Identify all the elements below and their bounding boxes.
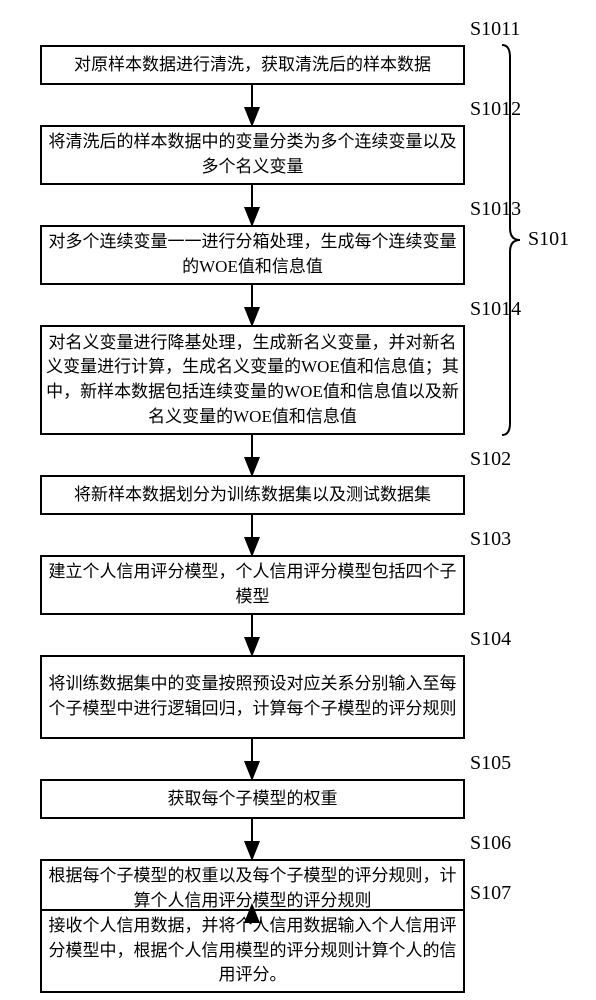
flow-step-s105: 获取每个子模型的权重 bbox=[40, 779, 465, 819]
flow-step-s1014: 对名义变量进行降基处理，生成新名义变量，并对新名义变量进行计算，生成名义变量的W… bbox=[40, 325, 465, 435]
flow-step-s104: 将训练数据集中的变量按照预设对应关系分别输入至每个子模型中进行逻辑回归，计算每个… bbox=[40, 655, 465, 739]
flow-step-s1011: 对原样本数据进行清洗，获取清洗后的样本数据 bbox=[40, 45, 465, 85]
flow-step-text: 获取每个子模型的权重 bbox=[42, 787, 463, 812]
flow-step-text: 根据每个子模型的权重以及每个子模型的评分规则，计算个人信用评分模型的评分规则 bbox=[42, 864, 463, 913]
flow-step-label-s105: S105 bbox=[470, 752, 511, 775]
flow-step-s107: 接收个人信用数据，并将个人信用数据输入个人信用评分模型中，根据个人信用模型的评分… bbox=[40, 909, 465, 993]
flow-step-label-s1013: S1013 bbox=[470, 198, 521, 221]
flow-group-label: S101 bbox=[528, 228, 569, 251]
flow-step-text: 对多个连续变量一一进行分箱处理，生成每个连续变量的WOE值和信息值 bbox=[42, 230, 463, 279]
flow-step-s103: 建立个人信用评分模型，个人信用评分模型包括四个子模型 bbox=[40, 555, 465, 615]
flow-step-text: 建立个人信用评分模型，个人信用评分模型包括四个子模型 bbox=[42, 560, 463, 609]
flow-step-label-s1011: S1011 bbox=[470, 18, 520, 41]
flow-step-label-s102: S102 bbox=[470, 448, 511, 471]
flow-step-label-s104: S104 bbox=[470, 628, 511, 651]
flow-step-s1013: 对多个连续变量一一进行分箱处理，生成每个连续变量的WOE值和信息值 bbox=[40, 225, 465, 285]
flow-step-label-s107: S107 bbox=[470, 882, 511, 905]
flow-step-label-s1012: S1012 bbox=[470, 98, 521, 121]
flow-step-label-s1014: S1014 bbox=[470, 298, 521, 321]
flow-step-s1012: 将清洗后的样本数据中的变量分类为多个连续变量以及多个名义变量 bbox=[40, 125, 465, 185]
flow-step-text: 对名义变量进行降基处理，生成新名义变量，并对新名义变量进行计算，生成名义变量的W… bbox=[42, 331, 463, 430]
flow-step-s102: 将新样本数据划分为训练数据集以及测试数据集 bbox=[40, 475, 465, 515]
flow-step-text: 将新样本数据划分为训练数据集以及测试数据集 bbox=[42, 483, 463, 508]
flow-step-label-s106: S106 bbox=[470, 832, 511, 855]
flowchart-canvas: 对原样本数据进行清洗，获取清洗后的样本数据 S1011 将清洗后的样本数据中的变量分… bbox=[0, 0, 596, 1000]
flow-step-text: 将清洗后的样本数据中的变量分类为多个连续变量以及多个名义变量 bbox=[42, 130, 463, 179]
flow-step-text: 对原样本数据进行清洗，获取清洗后的样本数据 bbox=[42, 53, 463, 78]
flow-step-text: 将训练数据集中的变量按照预设对应关系分别输入至每个子模型中进行逻辑回归，计算每个… bbox=[42, 672, 463, 721]
flow-step-label-s103: S103 bbox=[470, 528, 511, 551]
flow-step-text: 接收个人信用数据，并将个人信用数据输入个人信用评分模型中，根据个人信用模型的评分… bbox=[42, 914, 463, 988]
